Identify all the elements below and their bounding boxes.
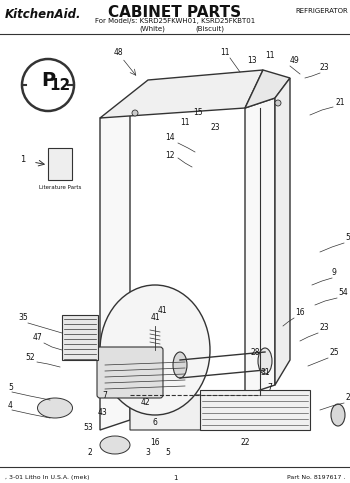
Text: 7: 7 bbox=[103, 391, 107, 400]
Text: 25: 25 bbox=[330, 348, 339, 357]
Text: 41: 41 bbox=[150, 313, 160, 322]
Text: 15: 15 bbox=[193, 108, 203, 117]
Text: 22: 22 bbox=[240, 438, 250, 447]
Text: 55: 55 bbox=[345, 233, 350, 242]
Text: 27: 27 bbox=[345, 393, 350, 402]
Text: 4: 4 bbox=[8, 401, 13, 410]
Text: 1: 1 bbox=[173, 475, 177, 481]
Text: 5: 5 bbox=[8, 383, 13, 392]
Text: 3: 3 bbox=[146, 448, 150, 457]
FancyBboxPatch shape bbox=[97, 347, 163, 398]
Text: 41: 41 bbox=[158, 306, 168, 315]
Text: 11: 11 bbox=[265, 51, 275, 60]
Text: 52: 52 bbox=[25, 353, 35, 362]
Text: 54: 54 bbox=[338, 288, 348, 297]
Polygon shape bbox=[100, 70, 263, 118]
Text: Literature Parts: Literature Parts bbox=[39, 185, 81, 190]
Text: 28: 28 bbox=[250, 348, 260, 357]
Bar bbox=[200, 390, 310, 430]
Text: 21: 21 bbox=[335, 98, 344, 107]
Ellipse shape bbox=[258, 348, 272, 374]
Text: 5: 5 bbox=[166, 448, 170, 457]
Text: 16: 16 bbox=[150, 438, 160, 447]
Polygon shape bbox=[245, 70, 290, 108]
Polygon shape bbox=[130, 395, 260, 430]
Text: Part No. 8197617 .: Part No. 8197617 . bbox=[287, 475, 345, 480]
Text: (Biscuit): (Biscuit) bbox=[196, 25, 224, 31]
Polygon shape bbox=[275, 78, 290, 385]
Text: 53: 53 bbox=[83, 423, 93, 432]
Ellipse shape bbox=[37, 398, 72, 418]
Text: 16: 16 bbox=[295, 308, 304, 317]
Polygon shape bbox=[245, 98, 275, 395]
Text: 6: 6 bbox=[153, 418, 158, 427]
Text: 12: 12 bbox=[166, 151, 175, 160]
Text: 7: 7 bbox=[267, 383, 272, 392]
Text: 23: 23 bbox=[320, 63, 330, 72]
Text: CABINET PARTS: CABINET PARTS bbox=[108, 5, 241, 20]
Text: 1: 1 bbox=[20, 156, 25, 165]
Text: REFRIGERATOR: REFRIGERATOR bbox=[295, 8, 348, 14]
Circle shape bbox=[132, 110, 138, 116]
Text: 43: 43 bbox=[97, 408, 107, 417]
Text: 2: 2 bbox=[88, 448, 92, 457]
Text: 12: 12 bbox=[49, 77, 71, 93]
Circle shape bbox=[275, 100, 281, 106]
Text: 35: 35 bbox=[18, 313, 28, 322]
Text: 23: 23 bbox=[320, 323, 330, 332]
Text: 11: 11 bbox=[180, 118, 190, 127]
Bar bbox=[48, 148, 72, 180]
Text: 9: 9 bbox=[332, 268, 337, 277]
Text: For Model/s: KSRD25FKWH01, KSRD25FKBT01: For Model/s: KSRD25FKWH01, KSRD25FKBT01 bbox=[95, 18, 255, 24]
Text: 13: 13 bbox=[247, 56, 257, 65]
Bar bbox=[62, 315, 98, 360]
Ellipse shape bbox=[331, 404, 345, 426]
Text: P: P bbox=[41, 71, 55, 90]
Ellipse shape bbox=[173, 352, 187, 378]
Text: 23: 23 bbox=[210, 123, 220, 132]
Text: 14: 14 bbox=[165, 133, 175, 142]
Polygon shape bbox=[100, 108, 130, 430]
Text: , 3-01 Litho In U.S.A. (mek): , 3-01 Litho In U.S.A. (mek) bbox=[5, 475, 90, 480]
Text: 48: 48 bbox=[113, 48, 123, 57]
Text: (White): (White) bbox=[139, 25, 165, 31]
Text: 42: 42 bbox=[140, 398, 150, 407]
Text: 47: 47 bbox=[32, 333, 42, 342]
Text: KitchenAid.: KitchenAid. bbox=[5, 8, 82, 21]
Ellipse shape bbox=[100, 436, 130, 454]
Text: 31: 31 bbox=[260, 368, 270, 377]
Text: 11: 11 bbox=[220, 48, 230, 57]
Ellipse shape bbox=[100, 285, 210, 415]
Text: 49: 49 bbox=[290, 56, 300, 65]
